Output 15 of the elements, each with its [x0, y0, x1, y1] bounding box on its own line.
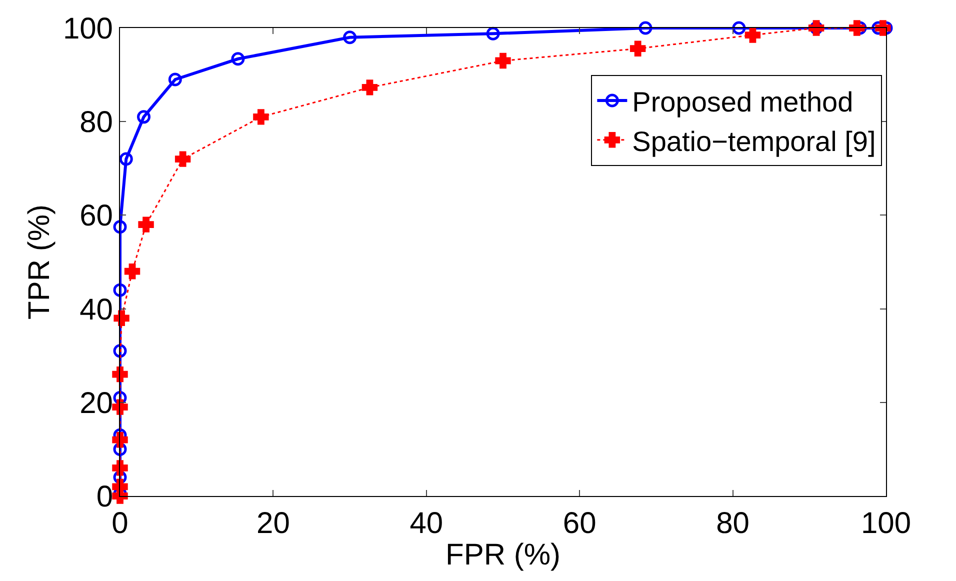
y-axis-title: TPR (%) [22, 204, 56, 320]
y-tick-label: 0 [96, 480, 113, 514]
y-tick-label: 40 [80, 293, 113, 326]
x-axis-title: FPR (%) [446, 538, 560, 572]
x-tick-label: 100 [860, 507, 912, 540]
x-tick-label: 60 [562, 507, 596, 540]
y-tick-label: 60 [80, 200, 113, 233]
x-tick-label: 20 [256, 507, 290, 540]
legend-label: Proposed method [632, 86, 854, 118]
legend-label: Spatio−temporal [9] [632, 126, 876, 157]
x-tick-label: 40 [410, 507, 444, 540]
y-tick-label: 20 [80, 386, 113, 420]
y-tick-label: 100 [62, 12, 113, 46]
x-tick-label: 80 [716, 507, 750, 540]
y-tick-label: 80 [80, 106, 113, 140]
